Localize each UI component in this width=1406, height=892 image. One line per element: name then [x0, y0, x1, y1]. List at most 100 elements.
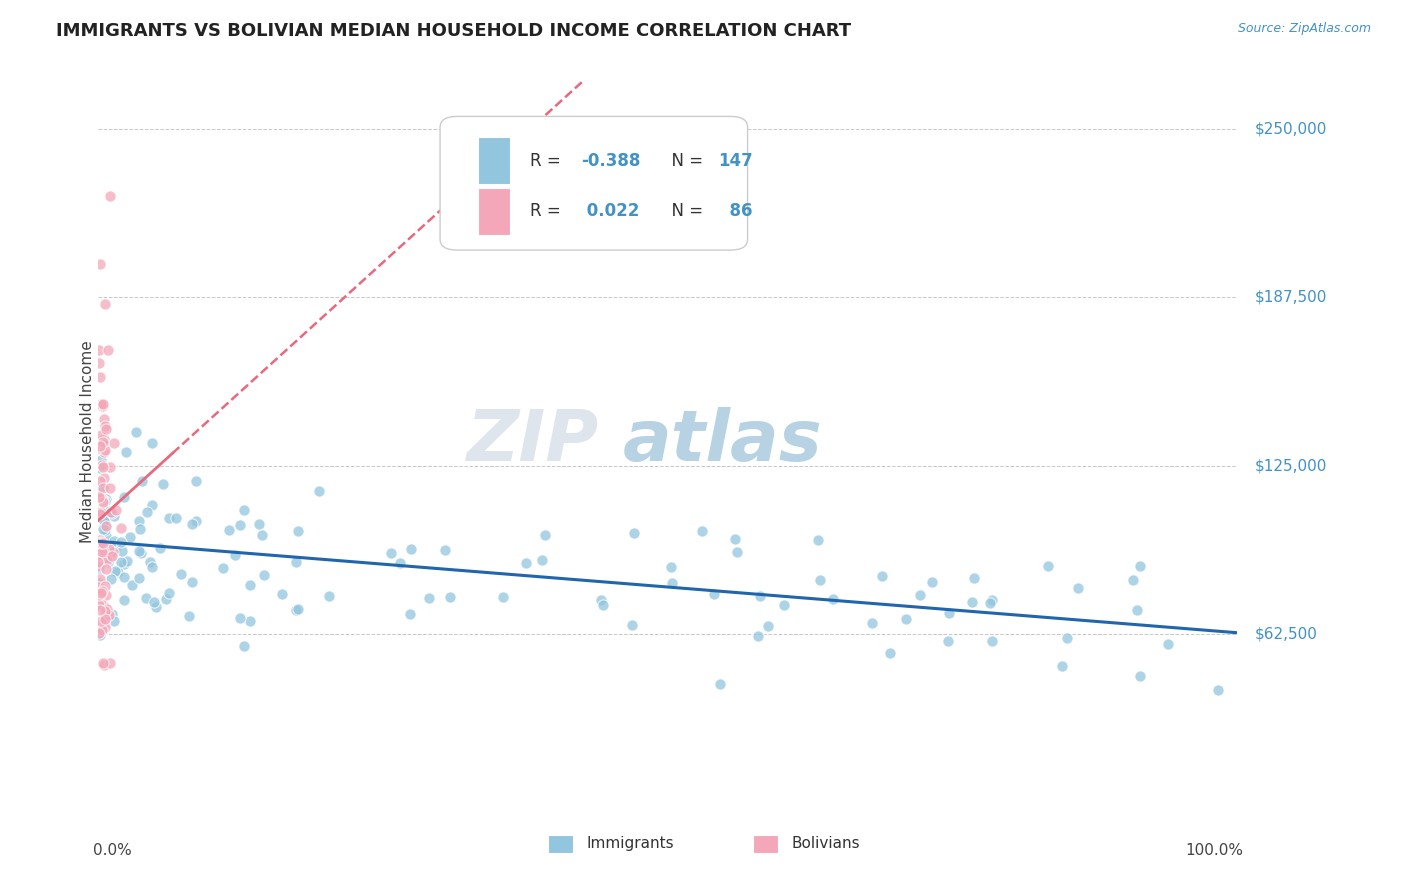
Point	[110, 521, 132, 535]
Point	[87, 562, 110, 576]
Point	[870, 569, 893, 583]
Point	[170, 567, 193, 582]
Text: $62,500: $62,500	[1254, 627, 1317, 642]
Point	[96, 422, 118, 436]
Text: N =: N =	[661, 152, 709, 169]
Point	[591, 592, 613, 607]
Point	[93, 518, 115, 533]
Point	[94, 604, 117, 618]
Text: $250,000: $250,000	[1254, 121, 1327, 136]
Point	[232, 639, 254, 653]
Text: 147: 147	[718, 152, 752, 169]
Point	[89, 461, 111, 475]
Point	[979, 596, 1001, 610]
Point	[87, 539, 110, 553]
Point	[89, 541, 111, 556]
Point	[121, 578, 143, 592]
Point	[90, 428, 112, 442]
Point	[89, 626, 111, 640]
Point	[93, 615, 115, 629]
Text: N =: N =	[661, 202, 709, 220]
Point	[96, 491, 118, 506]
Point	[110, 555, 132, 569]
Point	[93, 502, 115, 516]
Point	[228, 611, 250, 625]
Point	[89, 536, 111, 550]
Point	[128, 514, 150, 528]
Point	[218, 523, 240, 537]
Point	[224, 549, 246, 563]
Point	[93, 494, 115, 508]
Point	[936, 634, 959, 648]
Point	[135, 505, 157, 519]
Point	[91, 522, 114, 536]
Point	[141, 560, 163, 574]
Point	[725, 545, 748, 559]
Point	[98, 551, 121, 566]
Point	[515, 556, 537, 570]
Point	[91, 436, 114, 450]
Point	[94, 503, 117, 517]
Point	[434, 543, 457, 558]
Point	[131, 474, 153, 488]
Point	[239, 578, 262, 592]
Point	[97, 541, 120, 556]
Text: atlas: atlas	[623, 407, 823, 476]
Point	[418, 591, 440, 606]
Point	[659, 560, 682, 574]
Point	[125, 425, 148, 440]
Point	[141, 498, 163, 512]
Point	[229, 518, 252, 533]
Point	[94, 297, 117, 311]
Point	[181, 575, 204, 590]
FancyBboxPatch shape	[754, 835, 779, 854]
Point	[287, 524, 309, 539]
Text: R =: R =	[530, 202, 567, 220]
Text: 100.0%: 100.0%	[1185, 843, 1243, 857]
Point	[89, 617, 111, 632]
Text: R =: R =	[530, 152, 567, 169]
Point	[91, 399, 114, 413]
Point	[93, 541, 115, 555]
Point	[101, 506, 124, 520]
Point	[90, 506, 112, 520]
Point	[938, 606, 960, 620]
Point	[111, 544, 134, 558]
Point	[91, 459, 114, 474]
Point	[93, 514, 115, 528]
Point	[690, 524, 713, 539]
Point	[94, 442, 117, 457]
Point	[980, 592, 1002, 607]
Point	[98, 608, 121, 623]
Point	[93, 411, 115, 425]
Point	[93, 397, 115, 411]
Point	[94, 552, 117, 566]
Point	[89, 439, 111, 453]
Point	[96, 552, 118, 566]
Point	[89, 505, 111, 519]
Point	[308, 483, 330, 498]
Point	[709, 677, 731, 691]
Point	[177, 609, 200, 624]
Point	[115, 554, 138, 568]
Point	[439, 590, 461, 604]
Point	[90, 597, 112, 611]
Point	[963, 572, 986, 586]
Point	[87, 441, 110, 455]
Point	[128, 544, 150, 558]
Point	[91, 493, 114, 508]
Point	[100, 505, 122, 519]
Point	[94, 512, 117, 526]
Text: ZIP: ZIP	[467, 407, 599, 476]
Text: 0.0%: 0.0%	[93, 843, 132, 857]
Point	[105, 540, 128, 554]
Point	[318, 589, 340, 603]
Point	[98, 189, 121, 203]
Point	[399, 607, 422, 622]
Point	[87, 343, 110, 357]
Point	[89, 628, 111, 642]
Point	[492, 590, 515, 604]
Point	[808, 573, 831, 587]
Point	[90, 541, 112, 555]
Point	[89, 603, 111, 617]
